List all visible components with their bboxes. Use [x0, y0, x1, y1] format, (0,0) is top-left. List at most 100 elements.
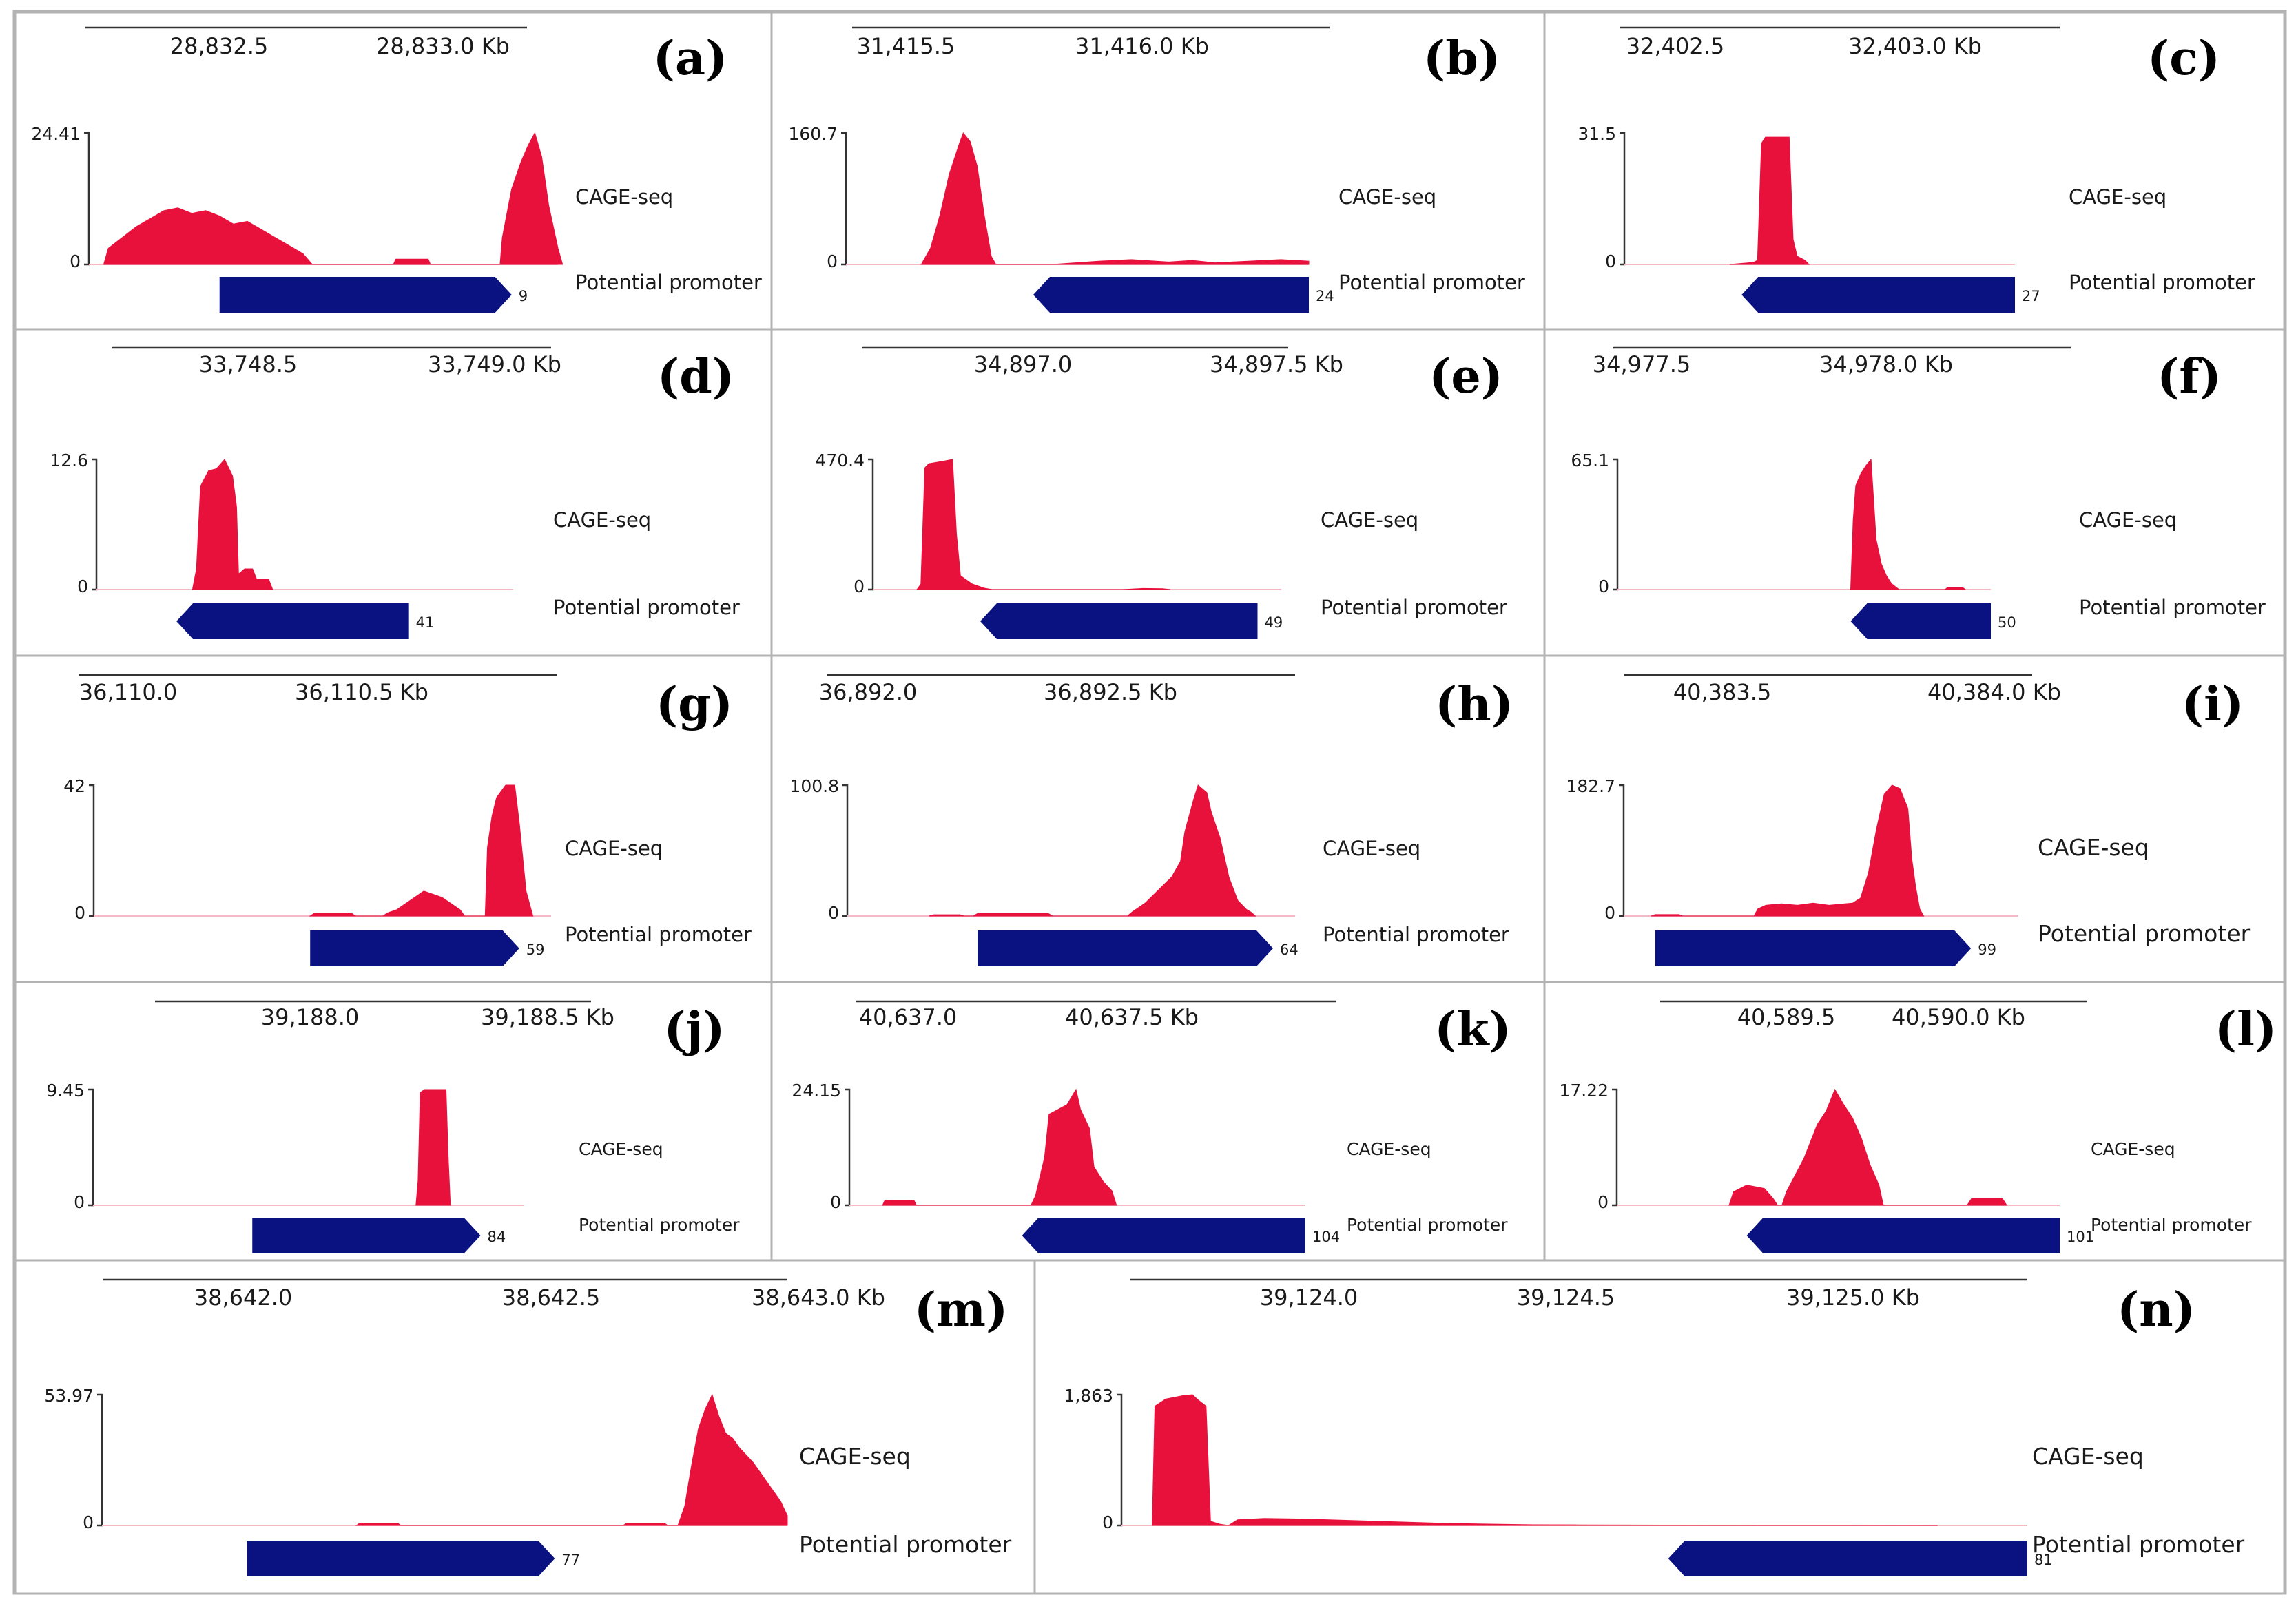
promoter-arrow [252, 1218, 481, 1253]
cage-seq-track-label: CAGE-seq [2091, 1139, 2175, 1159]
coordinate-tick-label: 36,110.5 Kb [295, 679, 428, 705]
promoter-id-label: 24 [1316, 288, 1334, 304]
potential-promoter-label: Potential promoter [2091, 1215, 2252, 1235]
panel-i: 40,383.5 40,384.0 Kb (i) 182.7 0 99 CAGE-seq Po… [1543, 654, 2286, 983]
cage-seq-track-label: CAGE-seq [1347, 1139, 1431, 1159]
cage-seq-signal [1850, 458, 1967, 590]
promoter-id-label: 9 [519, 288, 528, 304]
promoter-id-label: 50 [1998, 614, 2016, 631]
coordinate-tick-label: 36,892.5 Kb [1044, 679, 1177, 705]
coordinate-tick-label: 40,589.5 [1737, 1004, 1836, 1030]
promoter-id-label: 99 [1978, 941, 1996, 958]
y-min-label: 0 [1102, 1512, 1113, 1532]
y-max-label: 65.1 [1571, 450, 1609, 470]
cage-seq-signal [1152, 1394, 1938, 1526]
y-min-label: 0 [1598, 576, 1609, 596]
cage-seq-track-label: CAGE-seq [799, 1443, 911, 1470]
promoter-arrow [247, 1541, 555, 1576]
panel-n-frame [1033, 1259, 2286, 1595]
panel-k: 40,637.0 40,637.5 Kb (k) 24.15 0 104 CAGE-seq P… [770, 981, 1546, 1262]
y-min-label: 0 [83, 1512, 94, 1532]
y-axis-bracket [1613, 458, 1619, 591]
panel-letter: (j) [664, 1002, 725, 1057]
panel-letter: (f) [2157, 349, 2222, 404]
cage-seq-signal [1729, 136, 1810, 265]
cage-seq-signal [192, 459, 273, 590]
coordinate-tick-label: 40,637.0 [859, 1004, 958, 1030]
panel-letter: (b) [1423, 31, 1500, 86]
promoter-arrow [978, 930, 1273, 966]
y-min-label: 0 [854, 576, 865, 596]
coordinate-tick-label: 38,643.0 Kb [752, 1284, 885, 1311]
potential-promoter-label: Potential promoter [1347, 1215, 1508, 1235]
y-axis-bracket [845, 1088, 851, 1207]
panel-d: 33,748.5 33,749.0 Kb (d) 12.6 0 41 CAGE-seq Pot… [14, 328, 773, 657]
panel-h: 36,892.0 36,892.5 Kb (h) 100.8 0 64 CAGE-seq Po… [770, 654, 1546, 983]
y-min-label: 0 [74, 1192, 85, 1212]
promoter-arrow [310, 930, 519, 966]
panel-n: 39,124.0 39,124.5 39,125.0 Kb (n) 1,863 0 81 CA… [1033, 1259, 2286, 1595]
panel-letter: (i) [2182, 677, 2244, 732]
panel-l: 40,589.5 40,590.0 Kb (l) 17.22 0 101 CAGE-seq P… [1543, 981, 2286, 1262]
potential-promoter-label: Potential promoter [1338, 271, 1525, 294]
promoter-arrow [1850, 603, 1991, 639]
potential-promoter-label: Potential promoter [553, 596, 740, 619]
cage-seq-signal [1651, 784, 1925, 917]
cage-seq-signal [916, 459, 1171, 590]
cage-seq-signal [882, 1088, 1117, 1206]
coordinate-tick-label: 39,124.5 [1517, 1284, 1615, 1311]
panel-letter: (m) [914, 1282, 1008, 1337]
cage-seq-signal [920, 132, 1310, 265]
cage-seq-track-label: CAGE-seq [1323, 837, 1420, 860]
coordinate-tick-label: 28,833.0 Kb [376, 33, 510, 59]
potential-promoter-label: Potential promoter [579, 1215, 740, 1235]
panel-letter: (h) [1435, 677, 1513, 732]
y-max-label: 160.7 [788, 124, 838, 144]
panel-letter: (d) [657, 349, 734, 404]
y-axis-bracket [1620, 132, 1626, 266]
coordinate-tick-label: 39,188.0 [261, 1004, 360, 1030]
y-axis-bracket [1612, 1088, 1618, 1207]
potential-promoter-label: Potential promoter [2038, 920, 2251, 947]
promoter-id-label: 104 [1312, 1229, 1340, 1245]
promoter-id-label: 101 [2067, 1229, 2094, 1245]
panel-m: 38,642.0 38,642.5 38,643.0 Kb (m) 53.97 0 77 CA… [14, 1259, 1036, 1595]
panel-g: 36,110.0 36,110.5 Kb (g) 42 0 59 CAGE-seq Poten… [14, 654, 773, 983]
y-axis-bracket [841, 132, 847, 266]
promoter-arrow [980, 603, 1258, 639]
coordinate-tick-label: 34,977.5 [1593, 351, 1691, 377]
panel-letter: (g) [656, 677, 733, 732]
promoter-id-label: 81 [2034, 1552, 2053, 1568]
y-min-label: 0 [830, 1192, 841, 1212]
coordinate-tick-label: 34,897.0 [974, 351, 1073, 377]
y-min-label: 0 [74, 903, 85, 923]
potential-promoter-label: Potential promoter [2032, 1531, 2245, 1558]
cage-seq-signal [309, 784, 534, 917]
y-min-label: 0 [828, 903, 839, 923]
cage-seq-track-label: CAGE-seq [579, 1139, 663, 1159]
cage-seq-signal [415, 1089, 451, 1206]
y-min-label: 0 [1605, 251, 1616, 271]
panel-j: 39,188.0 39,188.5 Kb (j) 9.45 0 84 CAGE-seq Pot… [14, 981, 773, 1262]
y-max-label: 100.8 [789, 776, 839, 796]
cage-seq-signal [929, 784, 1256, 917]
cage-seq-track-label: CAGE-seq [575, 185, 673, 209]
promoter-id-label: 27 [2022, 288, 2040, 304]
y-axis-bracket [1619, 784, 1625, 917]
coordinate-tick-label: 38,642.5 [502, 1284, 601, 1311]
cage-seq-track-label: CAGE-seq [2069, 185, 2166, 209]
cage-seq-signal [355, 1393, 788, 1526]
coordinate-tick-label: 31,416.0 Kb [1075, 33, 1209, 59]
coordinate-tick-label: 34,978.0 Kb [1819, 351, 1953, 377]
coordinate-tick-label: 39,124.0 [1260, 1284, 1358, 1311]
promoter-arrow [1655, 930, 1972, 966]
y-axis-bracket [868, 458, 874, 591]
promoter-id-label: 64 [1280, 941, 1299, 958]
coordinate-tick-label: 40,383.5 [1673, 679, 1772, 705]
panel-c: 32,402.5 32,403.0 Kb (c) 31.5 0 27 CAGE-seq Pot… [1543, 11, 2286, 331]
y-axis-bracket [92, 458, 98, 591]
potential-promoter-label: Potential promoter [565, 923, 752, 946]
cage-seq-track-label: CAGE-seq [2038, 834, 2149, 861]
cage-seq-track-label: CAGE-seq [2079, 508, 2177, 532]
promoter-arrow [1668, 1541, 2027, 1576]
